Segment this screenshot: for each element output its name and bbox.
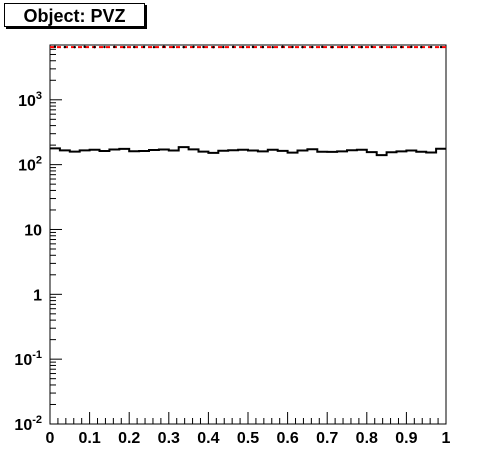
y-tick-label: 10-2 [14,414,42,434]
data-marker [113,45,116,49]
data-marker [251,45,255,49]
data-marker [241,45,245,49]
data-marker [400,45,403,49]
data-marker [291,45,294,49]
histogram-line [50,146,446,157]
data-marker [132,45,136,49]
data-marker [321,45,324,49]
chart-title-box: Object: PVZ [4,3,145,27]
data-marker [212,46,215,49]
data-marker [261,45,265,49]
data-marker [380,45,383,49]
data-marker [390,45,393,49]
data-marker [63,45,67,49]
data-marker [172,45,175,49]
x-tick-label: 0.2 [118,430,140,447]
data-marker [103,45,106,49]
data-marker [360,45,364,49]
data-marker [311,45,314,49]
data-marker [182,45,185,49]
x-tick-label: 0.4 [197,430,219,447]
data-marker [192,45,195,49]
data-marker [439,45,443,49]
data-marker [370,45,373,49]
data-marker [281,45,284,49]
data-marker [350,45,354,49]
x-tick-label: 0.8 [356,430,378,447]
y-tick-label: 1 [33,287,42,304]
x-tick-label: 0.9 [395,430,417,447]
x-tick-label: 0 [46,430,55,447]
data-marker [340,45,344,49]
data-marker [93,45,96,49]
data-marker [420,45,423,49]
chart-title: Object: PVZ [23,6,126,26]
x-tick-label: 0.6 [276,430,298,447]
data-marker [410,45,413,49]
data-marker [162,45,166,49]
data-marker [202,45,205,49]
y-tick-label: 10 [24,222,42,239]
x-tick-label: 0.7 [316,430,338,447]
x-tick-label: 0.5 [237,430,259,447]
data-marker [123,46,126,49]
data-marker [142,45,146,49]
y-tick-label: 10-1 [14,349,42,369]
data-marker [53,45,57,49]
data-marker [429,45,433,49]
x-tick-label: 0.1 [78,430,100,447]
data-marker [73,45,76,49]
data-marker [83,45,86,49]
data-marker [152,45,156,49]
y-tick-label: 102 [18,155,42,175]
x-tick-label: 0.3 [158,430,180,447]
y-tick-label: 103 [18,90,42,110]
data-marker [222,45,225,49]
data-marker [231,45,235,49]
data-marker [330,46,334,49]
plot-frame [49,44,447,425]
x-tick-label: 1 [442,430,451,447]
data-marker [301,45,304,49]
data-marker [271,45,274,49]
